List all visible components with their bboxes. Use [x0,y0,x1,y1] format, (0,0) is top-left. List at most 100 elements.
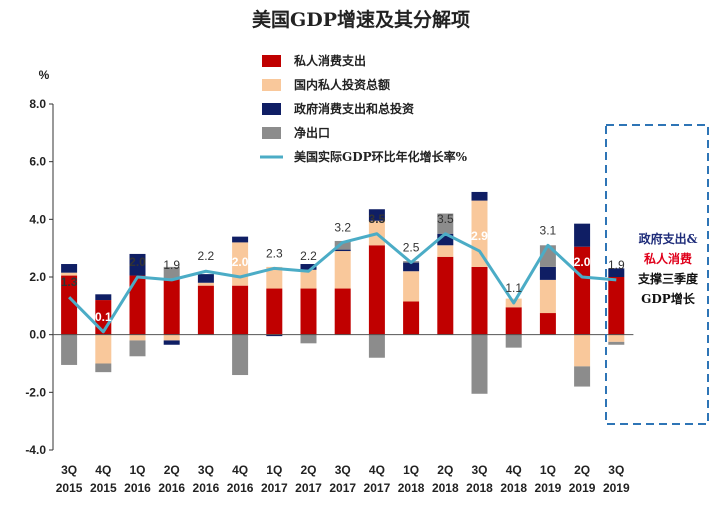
bar-segment-2 [403,262,420,272]
bar-segment-2 [197,274,214,283]
x-tick-quarter: 4Q [506,463,522,477]
gdp-value-label: 2.2 [300,249,317,263]
bars [61,191,625,394]
x-tick-quarter: 4Q [232,463,248,477]
legend-label: 私人消费支出 [293,53,366,68]
bar-segment-2 [95,294,112,301]
bar-segment-3 [368,334,385,358]
bar-segment-3 [608,341,625,345]
bar-segment-2 [266,334,283,337]
y-tick-label: 4.0 [29,212,46,226]
gdp-value-label: 2.2 [198,249,215,263]
bar-segment-3 [95,363,112,373]
bar-segment-1 [61,272,78,276]
x-tick-year: 2016 [124,481,151,495]
gdp-value-label: 2.9 [471,229,488,243]
x-tick-year: 2019 [603,481,630,495]
x-tick-year: 2016 [193,481,220,495]
x-tick-year: 2018 [398,481,425,495]
x-tick-quarter: 2Q [164,463,180,477]
y-tick-label: -4.0 [25,443,46,457]
legend-swatch [262,79,281,91]
gdp-value-label: 1.9 [608,258,625,272]
bar-segment-0 [163,278,180,335]
y-tick-label: 8.0 [29,97,46,111]
x-tick-quarter: 3Q [471,463,487,477]
gdp-value-label: 1.9 [163,258,180,272]
x-tick-quarter: 1Q [540,463,556,477]
bar-segment-3 [61,334,78,365]
bar-segment-1 [129,334,146,341]
bar-segment-3 [505,334,522,348]
bar-segment-1 [403,271,420,302]
bar-segment-2 [574,223,591,247]
x-tick-quarter: 1Q [403,463,419,477]
bar-segment-0 [403,301,420,335]
highlight-box [605,124,709,425]
x-tick-quarter: 4Q [95,463,111,477]
bar-segment-1 [437,245,454,257]
x-axis-labels: 3Q 2015 4Q 2015 1Q 2016 2Q 2016 3Q 2016 4Q 2016 1Q 20… [56,463,630,495]
y-axis-unit: % [39,68,50,82]
bar-segment-0 [471,266,488,335]
x-tick-year: 2017 [364,481,391,495]
legend-swatch [262,55,281,67]
bar-segment-2 [61,264,78,273]
y-tick-label: -2.0 [25,385,46,399]
bar-segment-0 [505,307,522,335]
x-tick-year: 2016 [227,481,254,495]
bar-segment-2 [300,264,317,270]
x-tick-quarter: 3Q [61,463,77,477]
bar-segment-3 [129,340,146,357]
bar-segment-3 [437,213,454,234]
bar-segment-1 [608,334,625,342]
bar-segment-1 [539,279,556,314]
bar-segment-0 [197,285,214,335]
legend-label: 净出口 [294,125,330,140]
bar-segment-1 [163,334,180,341]
annotation-line: 政府支出& [639,231,698,246]
bar-segment-3 [471,334,488,394]
bar-segment-1 [266,266,283,289]
bar-segment-0 [266,288,283,335]
bar-segment-0 [608,277,625,335]
x-tick-year: 2016 [158,481,185,495]
bar-segment-0 [232,285,249,335]
gdp-value-label: 3.1 [540,223,557,237]
gdp-value-label: 1.1 [505,281,522,295]
x-tick-quarter: 2Q [574,463,590,477]
bar-segment-1 [95,334,112,364]
annotation-line: 支撑三季度 [637,271,699,286]
x-tick-year: 2019 [535,481,562,495]
gdp-value-label: 3.5 [437,212,454,226]
bar-segment-3 [574,366,591,387]
bar-segment-0 [61,275,78,335]
x-tick-quarter: 1Q [266,463,282,477]
gdp-value-label: 2.0 [232,255,249,269]
bar-segment-1 [197,282,214,286]
x-tick-year: 2015 [56,481,83,495]
legend-label: 美国实际GDP环比年化增长率% [294,149,468,164]
gdp-value-label: 2.3 [266,246,283,260]
gdp-value-label: 2.5 [403,241,420,255]
gdp-value-label: 1.3 [61,275,78,289]
gdp-value-label: 3.5 [369,212,386,226]
x-tick-year: 2017 [295,481,322,495]
bar-segment-0 [574,246,591,335]
x-tick-quarter: 2Q [300,463,316,477]
y-axis-ticks: -4.0 -2.0 0.0 2.0 4.0 6.0 8.0 [25,97,53,457]
x-tick-year: 2018 [500,481,527,495]
bar-segment-2 [129,253,146,276]
bar-segment-3 [163,266,180,279]
legend-swatch [262,103,281,115]
x-tick-quarter: 1Q [129,463,145,477]
bar-segment-1 [300,269,317,289]
x-tick-quarter: 4Q [369,463,385,477]
x-tick-year: 2015 [90,481,117,495]
bar-segment-2 [368,209,385,221]
bar-segment-3 [300,334,317,344]
gdp-value-label: 3.2 [334,220,351,234]
bar-segment-0 [539,313,556,335]
